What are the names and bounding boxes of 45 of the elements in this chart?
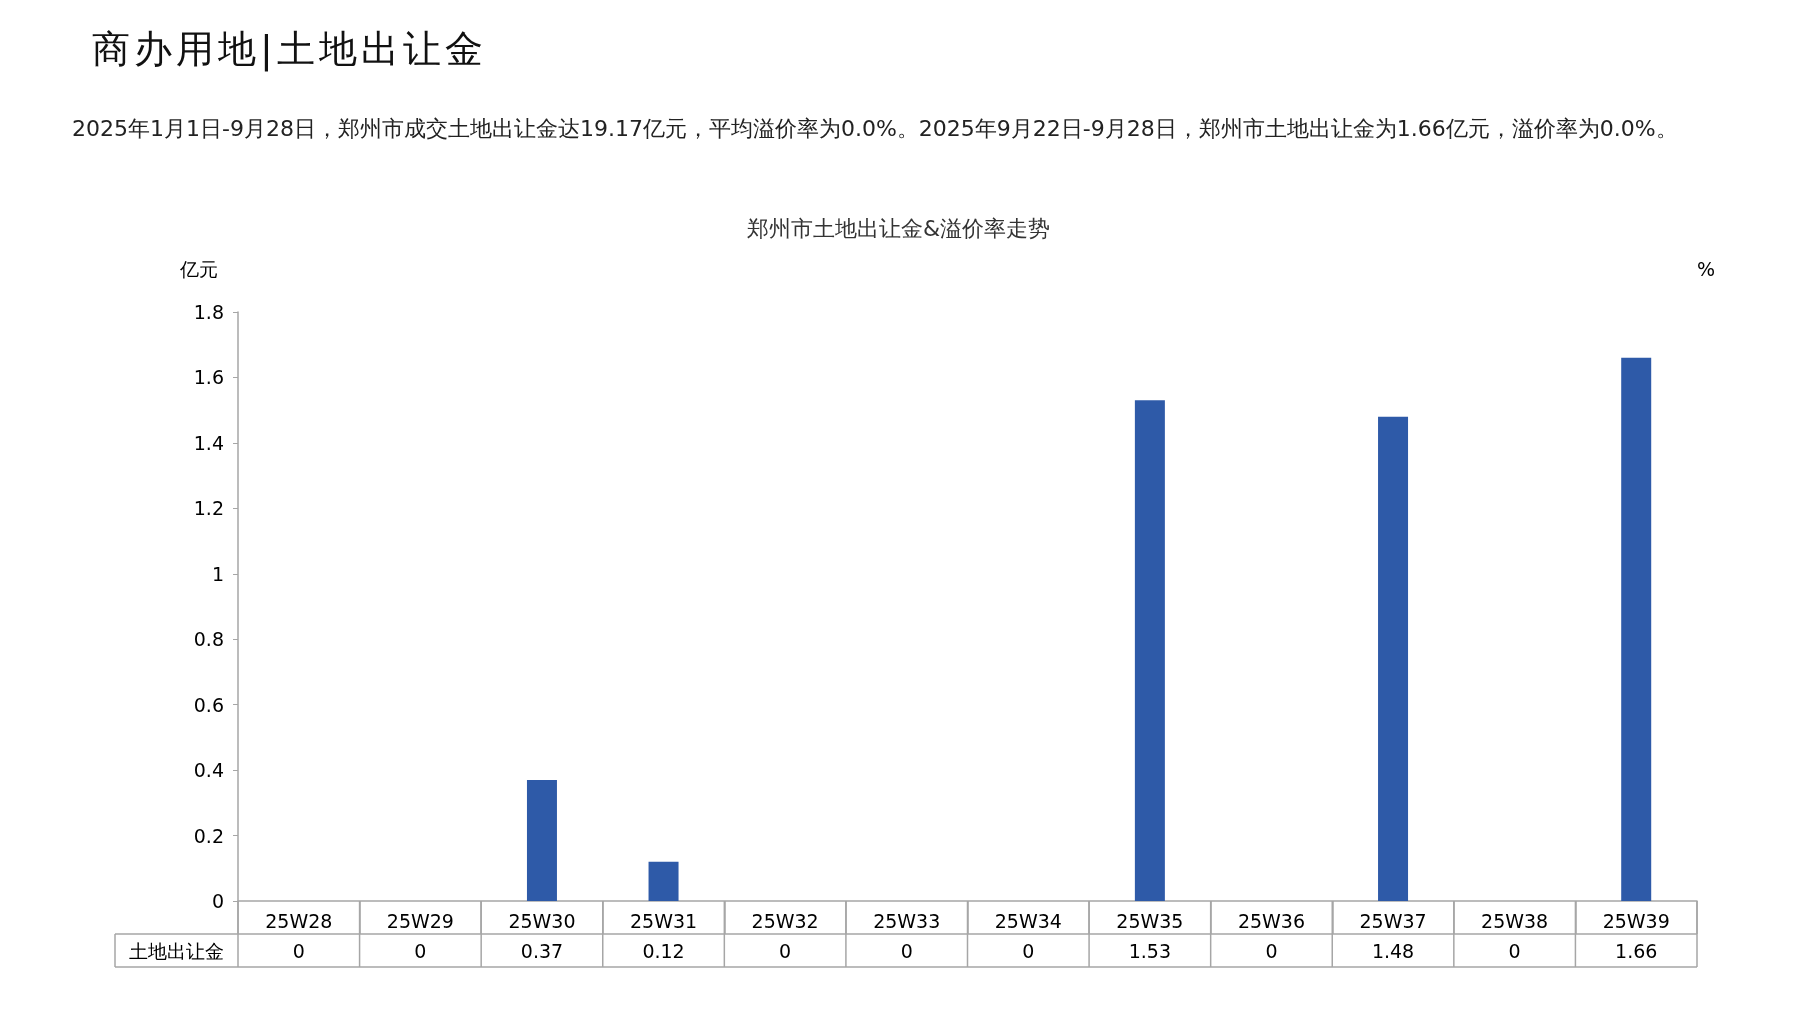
x-tick-label: 25W33 xyxy=(873,909,941,932)
x-tick-label: 25W36 xyxy=(1237,909,1306,932)
data-label: 0 xyxy=(292,939,305,962)
data-label: 0 xyxy=(779,939,792,962)
y-tick-label: 1.4 xyxy=(193,431,224,454)
y-tick-label: 0.6 xyxy=(193,693,224,716)
data-label: 0 xyxy=(900,939,913,962)
data-label: 0.12 xyxy=(642,939,685,962)
text: 2025年1月1日-9月28日，郑州市成交土地出让金达19.17亿元，平均溢价率为0.0%。2025年9月22日-9月28日，郑州市土地出让金为1.66亿元，溢价率为0.0%。 xyxy=(72,115,1679,143)
y-tick-label: 1.2 xyxy=(193,497,224,520)
data-label: 1.48 xyxy=(1371,939,1415,962)
data-label: 0 xyxy=(1508,939,1521,962)
y-tick-label: 0 xyxy=(211,890,224,912)
x-tick-label: 25W37 xyxy=(1359,909,1427,932)
data-label: 0 xyxy=(1265,939,1278,962)
y-tick-label: 1.6 xyxy=(193,366,224,389)
y-tick-label: 0.8 xyxy=(193,628,224,651)
y2-axis-title: % xyxy=(1697,257,1716,280)
bar xyxy=(1621,357,1652,901)
bar xyxy=(1378,416,1409,901)
y-tick-label: 0.2 xyxy=(193,824,224,847)
y-axis-title: 亿元 xyxy=(179,257,218,280)
y-tick-label: 1.8 xyxy=(193,301,224,323)
bar xyxy=(648,861,679,901)
x-tick-label: 25W30 xyxy=(508,909,576,932)
data-label: 0.37 xyxy=(520,939,564,962)
x-tick-label: 25W38 xyxy=(1481,909,1549,932)
x-tick-label: 25W31 xyxy=(629,909,698,932)
text: 商办用地|土地出让金 xyxy=(92,26,487,74)
x-tick-label: 25W28 xyxy=(265,909,333,932)
y-tick-label: 0.4 xyxy=(193,759,224,782)
x-tick-label: 25W34 xyxy=(994,909,1062,932)
data-label: 0 xyxy=(414,939,427,962)
x-tick-label: 25W32 xyxy=(751,909,819,932)
chart-title: 郑州市土地出让金&溢价率走势 xyxy=(746,215,1051,241)
x-tick-label: 25W39 xyxy=(1602,909,1670,932)
x-tick-label: 25W35 xyxy=(1116,909,1184,932)
y-tick-label: 1 xyxy=(211,562,224,585)
bar xyxy=(1134,400,1165,901)
data-label: 0 xyxy=(1022,939,1035,962)
bar xyxy=(526,779,557,901)
text: 土地出让金 xyxy=(129,939,224,962)
data-label: 1.53 xyxy=(1128,939,1172,962)
x-tick-label: 25W29 xyxy=(386,909,454,932)
data-label: 1.66 xyxy=(1615,939,1658,962)
